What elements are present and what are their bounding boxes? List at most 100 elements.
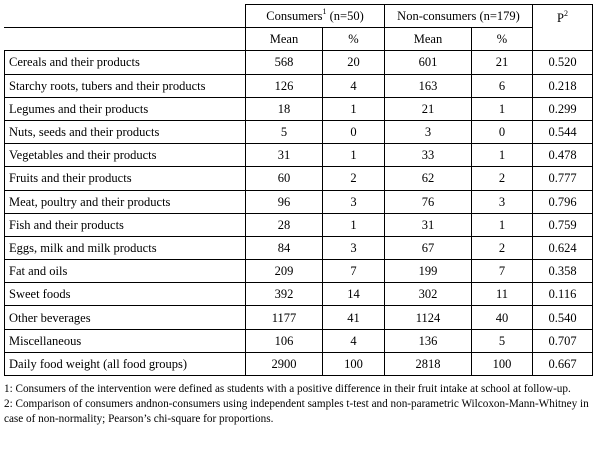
header-row-groups: Consumers1 (n=50) Non-consumers (n=179) … xyxy=(4,3,593,52)
non-consumers-mean-cell: 302 xyxy=(384,282,472,307)
food-group-label: Starchy roots, tubers and their products xyxy=(4,73,246,98)
table-row: Legumes and their products 18 1 21 1 0.299 xyxy=(4,96,593,121)
table-row: Miscellaneous 106 4 136 5 0.707 xyxy=(4,328,593,353)
consumers-mean-cell: 106 xyxy=(245,328,323,353)
consumers-pct-cell: 0 xyxy=(322,119,385,145)
table-row: Eggs, milk and milk products 84 3 67 2 0.624 xyxy=(4,235,593,261)
consumers-pct-cell: 3 xyxy=(322,189,385,214)
consumers-pct-cell: 14 xyxy=(322,282,385,307)
non-consumers-pct-cell: 11 xyxy=(471,282,533,307)
non-consumers-mean-cell: 21 xyxy=(384,96,472,121)
consumers-mean-cell: 18 xyxy=(245,96,323,121)
p-value-cell: 0.358 xyxy=(532,259,593,284)
p-value-cell: 0.116 xyxy=(532,282,593,307)
header-p-value: P2 xyxy=(532,3,593,52)
consumers-pct-cell: 7 xyxy=(322,259,385,284)
consumers-mean-cell: 28 xyxy=(245,212,323,237)
consumers-mean-cell: 96 xyxy=(245,189,323,214)
non-consumers-pct-cell: 40 xyxy=(471,305,533,330)
footnote-2: 2: Comparison of consumers andnon-consum… xyxy=(4,398,589,425)
consumers-mean-cell: 1177 xyxy=(245,305,323,330)
header-blank-cell xyxy=(4,3,246,29)
header-consumers-pct: % xyxy=(322,27,385,52)
p-value-cell: 0.540 xyxy=(532,305,593,330)
consumers-pct-cell: 3 xyxy=(322,235,385,261)
p-value-cell: 0.299 xyxy=(532,96,593,121)
p-value-cell: 0.707 xyxy=(532,328,593,353)
non-consumers-mean-cell: 163 xyxy=(384,73,472,98)
non-consumers-pct-cell: 2 xyxy=(471,166,533,191)
table-row: Vegetables and their products 31 1 33 1 0.478 xyxy=(4,143,593,168)
food-intake-table: Consumers1 (n=50) Non-consumers (n=179) … xyxy=(4,3,593,377)
food-group-label: Legumes and their products xyxy=(4,96,246,121)
table-row: Fruits and their products 60 2 62 2 0.777 xyxy=(4,166,593,191)
food-group-label: Sweet foods xyxy=(4,282,246,307)
table-row: Fat and oils 209 7 199 7 0.358 xyxy=(4,259,593,284)
consumers-mean-cell: 126 xyxy=(245,73,323,98)
non-consumers-mean-cell: 1124 xyxy=(384,305,472,330)
food-group-label: Other beverages xyxy=(4,305,246,330)
consumers-mean-cell: 209 xyxy=(245,259,323,284)
food-group-label: Cereals and their products xyxy=(4,50,246,75)
header-consumers: Consumers1 (n=50) xyxy=(245,3,385,29)
consumers-pct-cell: 4 xyxy=(322,328,385,353)
consumers-pct-cell: 1 xyxy=(322,212,385,237)
consumers-mean-cell: 2900 xyxy=(245,351,323,377)
table-row: Meat, poultry and their products 96 3 76 3 0.… xyxy=(4,189,593,214)
food-group-label: Daily food weight (all food groups) xyxy=(4,351,246,377)
non-consumers-mean-cell: 31 xyxy=(384,212,472,237)
p-value-cell: 0.520 xyxy=(532,50,593,75)
food-group-label: Fruits and their products xyxy=(4,166,246,191)
non-consumers-mean-cell: 76 xyxy=(384,189,472,214)
non-consumers-mean-cell: 33 xyxy=(384,143,472,168)
non-consumers-pct-cell: 100 xyxy=(471,351,533,377)
non-consumers-pct-cell: 6 xyxy=(471,73,533,98)
non-consumers-pct-cell: 0 xyxy=(471,119,533,145)
consumers-pct-cell: 20 xyxy=(322,50,385,75)
consumers-mean-cell: 84 xyxy=(245,235,323,261)
food-group-label: Miscellaneous xyxy=(4,328,246,353)
consumers-mean-cell: 31 xyxy=(245,143,323,168)
food-group-label: Nuts, seeds and their products xyxy=(4,119,246,145)
header-row-measures: Mean % Mean % xyxy=(4,27,593,52)
consumers-mean-cell: 568 xyxy=(245,50,323,75)
consumers-mean-cell: 5 xyxy=(245,119,323,145)
non-consumers-pct-cell: 1 xyxy=(471,212,533,237)
header-non-consumers-pct: % xyxy=(471,27,533,52)
header-non-consumers: Non-consumers (n=179) xyxy=(384,3,533,29)
p-value-cell: 0.624 xyxy=(532,235,593,261)
table-row: Fish and their products 28 1 31 1 0.759 xyxy=(4,212,593,237)
consumers-mean-cell: 60 xyxy=(245,166,323,191)
consumers-pct-cell: 1 xyxy=(322,96,385,121)
header-consumers-mean: Mean xyxy=(245,27,323,52)
header-blank-cell xyxy=(4,27,246,52)
table-row: Daily food weight (all food groups) 2900 1… xyxy=(4,351,593,377)
non-consumers-mean-cell: 3 xyxy=(384,119,472,145)
consumers-mean-cell: 392 xyxy=(245,282,323,307)
table-row: Other beverages 1177 41 1124 40 0.540 xyxy=(4,305,593,330)
p-value-cell: 0.759 xyxy=(532,212,593,237)
non-consumers-mean-cell: 2818 xyxy=(384,351,472,377)
table-row: Nuts, seeds and their products 5 0 3 0 0.544 xyxy=(4,119,593,145)
non-consumers-pct-cell: 2 xyxy=(471,235,533,261)
food-group-label: Fat and oils xyxy=(4,259,246,284)
p-value-cell: 0.544 xyxy=(532,119,593,145)
consumers-pct-cell: 4 xyxy=(322,73,385,98)
table-row: Starchy roots, tubers and their products… xyxy=(4,73,593,98)
p-value-cell: 0.218 xyxy=(532,73,593,98)
consumers-pct-cell: 100 xyxy=(322,351,385,377)
food-group-label: Vegetables and their products xyxy=(4,143,246,168)
consumers-pct-cell: 2 xyxy=(322,166,385,191)
non-consumers-pct-cell: 1 xyxy=(471,96,533,121)
non-consumers-mean-cell: 62 xyxy=(384,166,472,191)
food-group-label: Eggs, milk and milk products xyxy=(4,235,246,261)
non-consumers-pct-cell: 1 xyxy=(471,143,533,168)
consumers-pct-cell: 1 xyxy=(322,143,385,168)
non-consumers-pct-cell: 5 xyxy=(471,328,533,353)
p-value-cell: 0.667 xyxy=(532,351,593,377)
non-consumers-mean-cell: 67 xyxy=(384,235,472,261)
non-consumers-pct-cell: 21 xyxy=(471,50,533,75)
header-non-consumers-mean: Mean xyxy=(384,27,472,52)
table-footnotes: 1: Consumers of the intervention were de… xyxy=(4,382,594,427)
non-consumers-pct-cell: 7 xyxy=(471,259,533,284)
